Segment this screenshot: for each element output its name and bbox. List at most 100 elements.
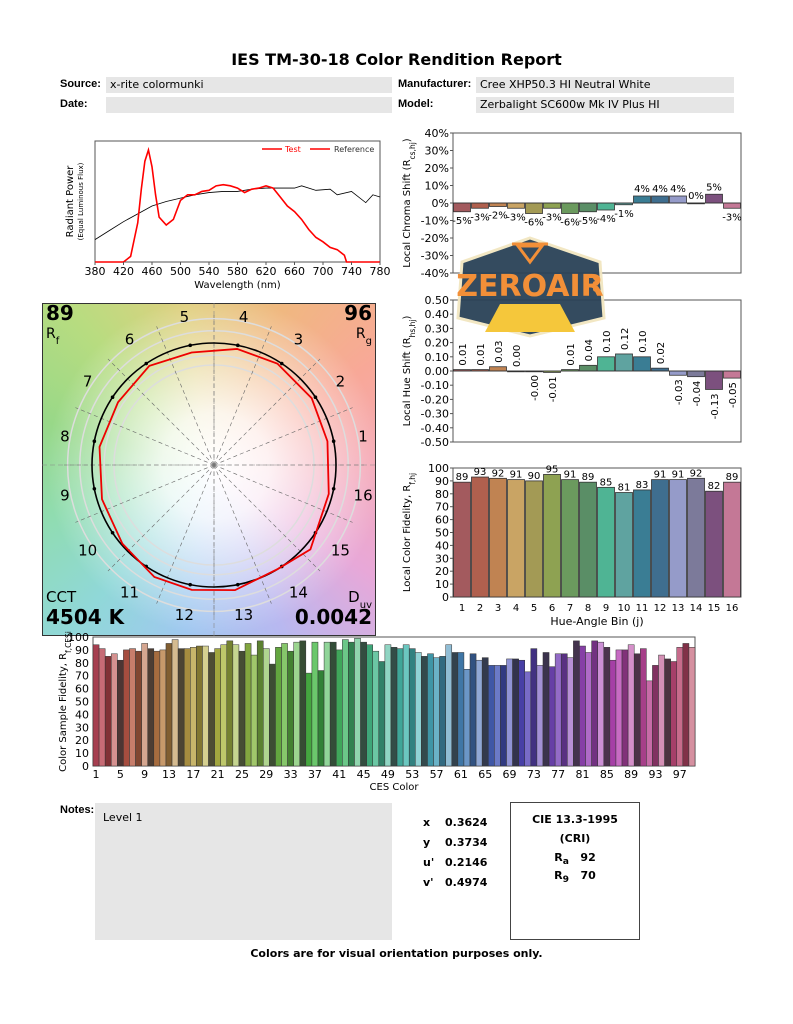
rg-label-r: R bbox=[356, 326, 366, 342]
ra-label: R bbox=[554, 851, 563, 864]
vg-bin-divider bbox=[213, 464, 272, 604]
ces-bar bbox=[633, 653, 641, 767]
fidelity-bar-label: 89 bbox=[726, 472, 739, 483]
ces-bar bbox=[670, 661, 678, 767]
y-axis-label-sub: f,CESi bbox=[64, 631, 73, 653]
vg-reference-point bbox=[188, 343, 192, 348]
fidelity-bar bbox=[615, 492, 633, 598]
y-tick-label: -0.30 bbox=[421, 408, 449, 421]
y-tick-label: 100 bbox=[428, 462, 449, 475]
x-tick-label: 65 bbox=[478, 768, 492, 781]
chroma-bar-label: -3% bbox=[470, 212, 489, 223]
fidelity-bar bbox=[669, 479, 687, 598]
ra-value: 92 bbox=[580, 851, 596, 864]
ces-bar bbox=[129, 648, 136, 767]
x-tick-label: 97 bbox=[673, 768, 687, 781]
fidelity-bar-label: 92 bbox=[492, 468, 505, 479]
chroma-bar bbox=[723, 202, 741, 209]
ces-bar bbox=[560, 653, 568, 767]
vg-bin-divider bbox=[156, 326, 215, 466]
y-tick-label: 40 bbox=[75, 708, 89, 721]
y-axis-label: Radiant Power bbox=[65, 165, 76, 238]
fidelity-bar bbox=[723, 481, 741, 598]
y-tick-label: 20% bbox=[425, 162, 449, 175]
rg-label: Rg bbox=[356, 326, 372, 347]
chroma-bar-label: 4% bbox=[670, 184, 686, 195]
chroma-bar bbox=[543, 202, 561, 209]
y-axis-label: Local Chroma Shift (Rcs,hj) bbox=[402, 138, 417, 268]
ces-bar bbox=[481, 657, 489, 767]
notes-label: Notes: bbox=[60, 804, 95, 816]
y-tick-label: 40% bbox=[425, 127, 449, 140]
hue-bar bbox=[687, 370, 705, 378]
ces-bar bbox=[579, 645, 586, 767]
ces-bar bbox=[311, 641, 319, 767]
cri-title: CIE 13.3-1995 bbox=[532, 813, 618, 826]
x-axis-label: Hue-Angle Bin (j) bbox=[550, 615, 643, 628]
fidelity-bar bbox=[633, 489, 651, 598]
y-tick-label: -30% bbox=[421, 250, 449, 263]
fidelity-bar-label: 82 bbox=[708, 481, 721, 492]
ces-bar bbox=[506, 658, 513, 767]
x-tick-label: 420 bbox=[113, 265, 134, 278]
ces-bar bbox=[524, 671, 532, 767]
y-tick-label: -10% bbox=[421, 215, 449, 228]
vg-bin-divider bbox=[213, 464, 321, 572]
ces-bar bbox=[135, 650, 142, 767]
vg-bin-label: 15 bbox=[331, 541, 350, 559]
vg-bin-divider bbox=[213, 407, 353, 466]
x-tick-label: 15 bbox=[708, 603, 721, 614]
vg-bin-divider bbox=[75, 464, 215, 523]
ces-bar bbox=[494, 665, 501, 767]
y-tick-label: 80 bbox=[75, 657, 89, 670]
x-tick-label: 45 bbox=[357, 768, 371, 781]
vg-bin-label: 4 bbox=[239, 308, 249, 326]
x-tick-label: 17 bbox=[186, 768, 200, 781]
x-tick-label: 85 bbox=[600, 768, 614, 781]
chroma-bar bbox=[597, 202, 615, 211]
hue-bar bbox=[615, 353, 633, 372]
y-axis-label: Local Color Fidelity, Rf,hj bbox=[402, 473, 417, 592]
y-axis-label-sub: (Equal Luminous Flux) bbox=[77, 162, 85, 240]
x-tick-label: 780 bbox=[370, 265, 391, 278]
vg-bin-label: 5 bbox=[180, 308, 190, 326]
chroma-bar-label: -6% bbox=[560, 218, 579, 229]
vg-reference-point bbox=[144, 361, 149, 366]
x-tick-label: 49 bbox=[381, 768, 395, 781]
fidelity-bar-label: 83 bbox=[636, 480, 649, 491]
vg-bin-label: 16 bbox=[354, 487, 373, 505]
hue-bar-label: 0.03 bbox=[494, 340, 505, 362]
y-tick-label: 20 bbox=[75, 734, 89, 747]
hue-bar bbox=[489, 366, 507, 372]
chroma-bar-label: -3% bbox=[506, 212, 525, 223]
chromaticity-label-1: y bbox=[423, 836, 431, 849]
fidelity-bar-label: 95 bbox=[546, 464, 559, 475]
fidelity-bar bbox=[543, 474, 561, 598]
ces-bar bbox=[457, 652, 465, 767]
duv-label: Duv bbox=[348, 588, 372, 611]
x-tick-label: 580 bbox=[227, 265, 248, 278]
vg-bin-label: 14 bbox=[289, 583, 308, 601]
y-tick-label: 20 bbox=[435, 565, 449, 578]
y-axis-label-text: Color Sample Fidelity, R bbox=[58, 653, 69, 772]
y-tick-label: 90 bbox=[75, 644, 89, 657]
fidelity-bar-label: 91 bbox=[510, 470, 523, 481]
fidelity-bar bbox=[705, 490, 723, 598]
y-tick-label: 50 bbox=[435, 527, 449, 540]
ces-bar bbox=[451, 652, 459, 767]
chromaticity-value-0: 0.3624 bbox=[445, 816, 488, 829]
x-tick-label: 1 bbox=[459, 603, 465, 614]
ces-bar bbox=[354, 638, 361, 767]
ces-bar bbox=[275, 647, 282, 767]
ces-bar bbox=[390, 647, 398, 767]
chromaticity-value-2: 0.2146 bbox=[445, 856, 488, 869]
y-tick-label: 0.50 bbox=[425, 294, 450, 307]
y-tick-label: 30% bbox=[425, 145, 449, 158]
ces-bar bbox=[317, 670, 325, 767]
hue-bar bbox=[597, 356, 615, 372]
ces-bar bbox=[98, 648, 106, 767]
vg-reference-circle bbox=[91, 342, 337, 588]
fidelity-bar-label: 89 bbox=[582, 472, 595, 483]
source-label: Source: bbox=[60, 78, 101, 90]
ces-bar bbox=[123, 649, 130, 767]
